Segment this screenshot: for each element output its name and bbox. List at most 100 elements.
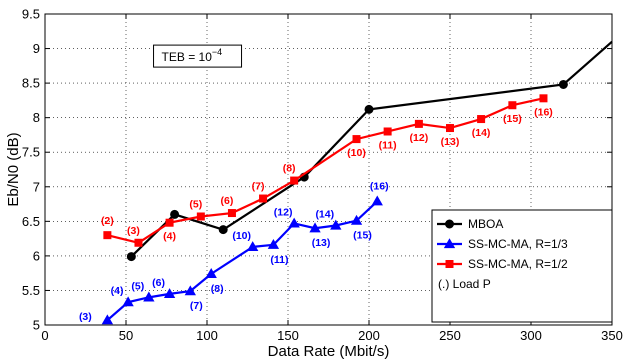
point-label-r13: (6) [152, 277, 165, 289]
series-layer [101, 40, 613, 325]
data-point-r13 [163, 288, 176, 298]
legend-marker-r12 [445, 260, 454, 268]
data-point-mboa [218, 225, 228, 235]
point-label-r12: (3) [127, 225, 140, 237]
y-tick-label: 8 [33, 110, 40, 125]
x-tick-label: 100 [196, 328, 218, 343]
data-point-r12 [103, 231, 112, 240]
point-label-r12: (12) [410, 132, 429, 144]
point-label-r13: (7) [190, 300, 203, 312]
data-point-r12 [290, 176, 299, 185]
point-label-r13: (8) [211, 283, 224, 295]
x-tick-label: 200 [358, 328, 380, 343]
data-point-r13 [350, 214, 363, 225]
point-label-r13: (13) [312, 237, 331, 249]
point-label-r12: (4) [163, 231, 176, 243]
data-point-r12 [414, 119, 423, 128]
ber-annotation-exponent: −4 [212, 47, 222, 57]
point-label-r13: (11) [270, 254, 288, 266]
data-point-r13 [330, 219, 342, 230]
data-point-r13 [371, 195, 383, 206]
point-label-r12: (14) [472, 127, 491, 139]
y-tick-label: 6.5 [22, 214, 40, 229]
data-point-r12 [134, 238, 143, 247]
data-point-r13 [267, 239, 280, 249]
point-label-r12: (15) [503, 113, 522, 125]
point-label-r12: (11) [379, 139, 397, 151]
data-point-r12 [259, 194, 268, 203]
point-label-r12: (6) [221, 195, 234, 207]
x-tick-label: 150 [277, 328, 299, 343]
data-point-r12 [165, 218, 174, 227]
legend-entry-load: (.) Load P [438, 277, 491, 291]
data-point-r12 [508, 101, 517, 110]
data-point-r12 [227, 209, 236, 218]
data-point-r13 [122, 296, 134, 307]
ber-annotation: TEB = 10−4 [153, 44, 243, 68]
point-label-r12: (2) [101, 215, 114, 227]
point-label-r13: (16) [370, 180, 389, 192]
series-line-r13 [106, 200, 379, 321]
data-point-mboa [170, 209, 180, 219]
legend: MBOA SS-MC-MA, R=1/3 SS-MC-MA, R=1/2 (.) Lo… [431, 209, 613, 323]
point-label-r12: (16) [534, 106, 553, 118]
x-tick-label: 0 [41, 328, 48, 343]
x-tick-label: 300 [520, 328, 542, 343]
data-point-r13 [288, 217, 300, 228]
axis-ticks: 0 50 100 150 200 250 300 350 5 5.5 6 6.5 7 7.5 8 8.5 9 9.… [22, 7, 623, 344]
data-point-mboa [126, 252, 136, 262]
point-label-r12: (13) [441, 136, 460, 148]
legend-entry-r12: SS-MC-MA, R=1/2 [468, 257, 568, 271]
data-point-r13 [205, 268, 217, 278]
data-point-r13 [143, 291, 155, 302]
y-tick-label: 8.5 [22, 76, 40, 91]
y-tick-label: 6 [33, 248, 40, 263]
point-label-r13: (3) [79, 311, 92, 323]
x-tick-label: 250 [439, 328, 461, 343]
y-axis-title: Eb/N0 (dB) [5, 132, 22, 206]
ber-annotation-base: TEB = 10 [162, 50, 213, 64]
data-point-mboa [364, 104, 374, 114]
point-label-r13: (15) [353, 230, 372, 242]
y-tick-label: 7 [33, 179, 40, 194]
data-point-r12 [196, 212, 205, 221]
point-labels: (3) (4) (5) (6) (7) (8) (10) (11) (12) (13) (14) (1… [79, 106, 553, 323]
series-r12 [103, 94, 548, 247]
legend-entry-r13: SS-MC-MA, R=1/3 [468, 237, 568, 251]
y-tick-label: 5.5 [22, 283, 40, 298]
legend-entry-mboa: MBOA [468, 217, 503, 231]
legend-marker-mboa [445, 219, 454, 229]
point-label-r12: (5) [189, 198, 202, 210]
y-tick-label: 9.5 [22, 7, 40, 22]
point-label-r13: (5) [131, 280, 144, 292]
data-point-r12 [352, 135, 361, 144]
data-point-r13 [247, 241, 259, 252]
legend-marker-r13 [443, 238, 456, 249]
legend-box [431, 209, 613, 323]
point-label-r13: (4) [111, 285, 124, 297]
point-label-r13: (10) [232, 230, 251, 242]
data-point-r12 [477, 115, 486, 124]
data-point-mboa [558, 79, 568, 89]
point-label-r13: (12) [274, 206, 293, 218]
data-point-r13 [101, 314, 114, 325]
data-point-r12 [539, 94, 548, 103]
data-point-r13 [184, 285, 196, 296]
data-point-r13 [309, 222, 321, 233]
x-axis-title: Data Rate (Mbit/s) [268, 343, 390, 360]
point-label-r12: (7) [252, 181, 265, 193]
x-tick-label: 350 [601, 328, 623, 343]
point-label-r12: (8) [283, 163, 296, 175]
data-point-r12 [383, 127, 392, 136]
svg-text:TEB = 10−4: TEB = 10−4 [162, 47, 223, 64]
point-label-r13: (14) [315, 208, 334, 220]
y-tick-label: 5 [33, 318, 40, 333]
plot-area-frame [44, 13, 613, 326]
series-r13 [101, 195, 383, 325]
y-tick-label: 9 [33, 41, 40, 56]
series-line-r12 [107, 97, 544, 244]
y-tick-label: 7.5 [22, 145, 40, 160]
x-tick-label: 50 [119, 328, 133, 343]
data-point-r12 [446, 124, 454, 133]
